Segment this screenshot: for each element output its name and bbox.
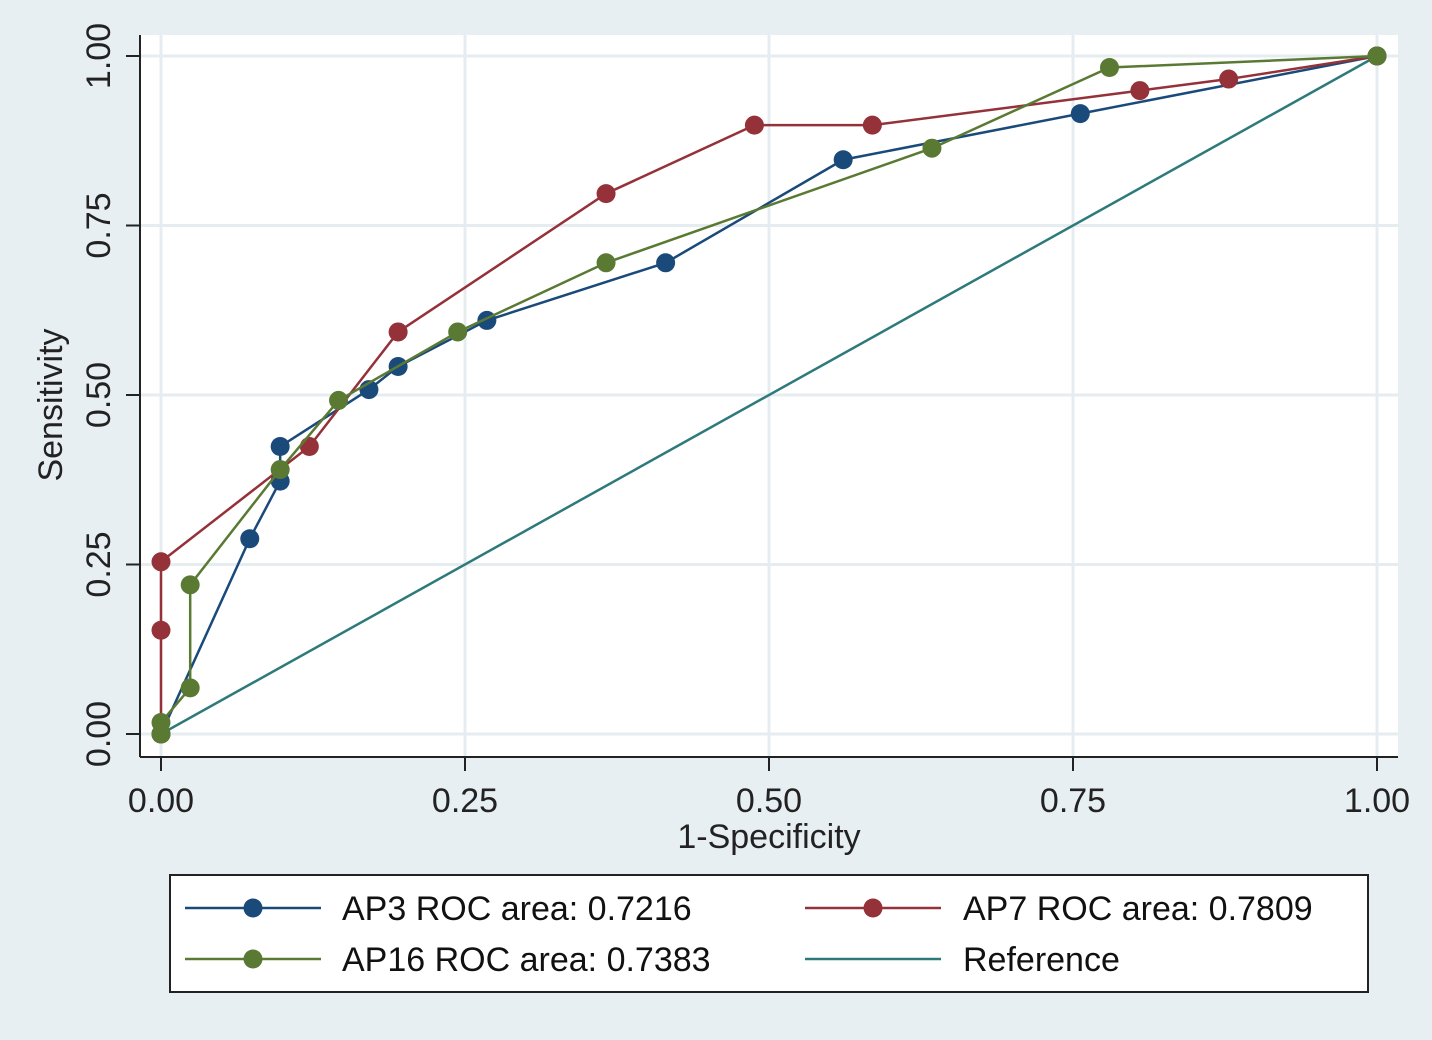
data-point bbox=[1070, 104, 1090, 124]
x-tick-label: 0.50 bbox=[736, 782, 802, 820]
data-point bbox=[270, 460, 290, 480]
legend-box bbox=[169, 874, 1369, 993]
data-point bbox=[240, 529, 260, 549]
series-reference bbox=[160, 54, 1378, 736]
data-point bbox=[180, 678, 200, 698]
series-layer bbox=[151, 46, 1387, 744]
legend-label: AP16 ROC area: 0.7383 bbox=[342, 941, 711, 979]
data-point bbox=[448, 322, 468, 342]
axis-ticks: 0.00 0.25 0.50 0.75 1.00 0.00 0.25 0.50 0.75 1.00 bbox=[80, 23, 1410, 820]
x-tick-label: 1.00 bbox=[1344, 782, 1410, 820]
data-point bbox=[744, 115, 764, 135]
legend-item: Reference bbox=[805, 941, 1120, 979]
legend-label: AP7 ROC area: 0.7809 bbox=[963, 890, 1313, 928]
data-point bbox=[596, 184, 616, 204]
series-line bbox=[160, 54, 1378, 736]
data-point bbox=[922, 138, 942, 158]
data-point bbox=[833, 150, 853, 170]
data-point bbox=[151, 552, 171, 572]
legend-label: AP3 ROC area: 0.7216 bbox=[342, 890, 692, 928]
legend-marker bbox=[863, 898, 883, 918]
data-point bbox=[1099, 58, 1119, 78]
data-point bbox=[1130, 81, 1150, 101]
data-point bbox=[299, 437, 319, 457]
y-axis-title: Sensitivity bbox=[32, 328, 70, 481]
y-tick-label: 0.00 bbox=[80, 701, 118, 767]
legend-item: AP3 ROC area: 0.7216 bbox=[185, 890, 692, 928]
x-tick-label: 0.75 bbox=[1040, 782, 1106, 820]
data-point bbox=[1367, 46, 1387, 66]
x-tick-label: 0.00 bbox=[128, 782, 194, 820]
data-point bbox=[862, 115, 882, 135]
data-point bbox=[1219, 69, 1239, 89]
data-point bbox=[388, 322, 408, 342]
legend-item: AP7 ROC area: 0.7809 bbox=[805, 890, 1313, 928]
data-point bbox=[180, 575, 200, 595]
data-point bbox=[270, 437, 290, 457]
legend-label: Reference bbox=[963, 941, 1120, 979]
legend-marker bbox=[243, 949, 263, 969]
y-tick-label: 0.50 bbox=[80, 362, 118, 428]
y-tick-label: 0.75 bbox=[80, 192, 118, 258]
legend-item: AP16 ROC area: 0.7383 bbox=[185, 941, 711, 979]
legend-marker bbox=[243, 898, 263, 918]
y-tick-label: 0.25 bbox=[80, 531, 118, 597]
legend: AP3 ROC area: 0.7216 AP7 ROC area: 0.7809… bbox=[169, 874, 1369, 993]
data-point bbox=[151, 620, 171, 640]
data-point bbox=[151, 712, 171, 732]
data-point bbox=[656, 253, 676, 273]
x-axis-title: 1-Specificity bbox=[677, 818, 860, 856]
series-ap16 bbox=[151, 46, 1387, 744]
y-tick-label: 1.00 bbox=[80, 23, 118, 89]
data-point bbox=[329, 390, 349, 410]
x-tick-label: 0.25 bbox=[432, 782, 498, 820]
data-point bbox=[596, 253, 616, 273]
